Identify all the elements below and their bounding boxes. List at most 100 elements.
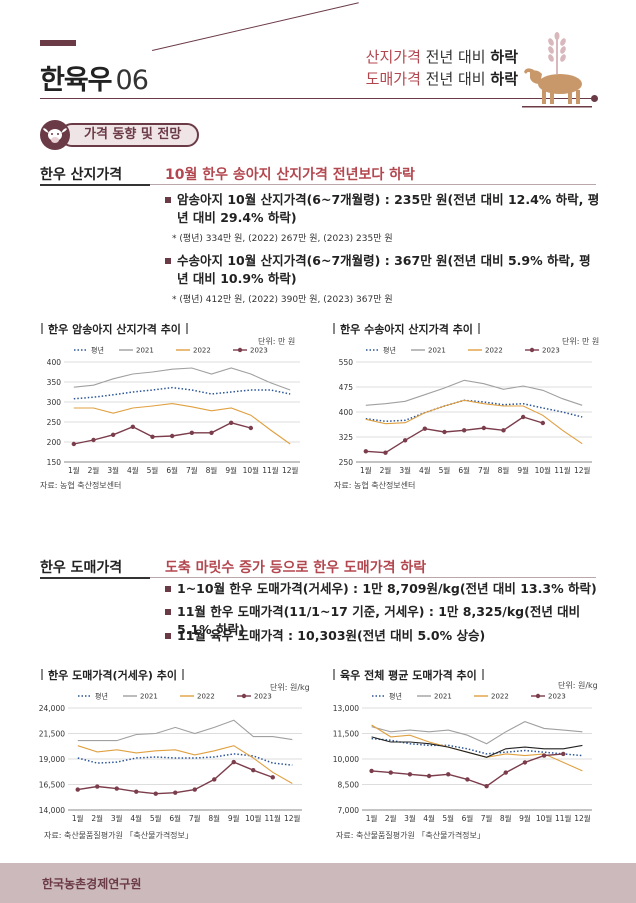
series-line <box>77 753 293 766</box>
chart-male-calf-price: 250 325 400 475 550 1월 2월 3월 4월 5월 6월 7월 8월 9월 10월 11월 1… <box>339 346 592 475</box>
section-title-underline-2 <box>40 577 150 579</box>
x-tick-label: 5월 <box>150 813 162 823</box>
data-point <box>270 775 275 780</box>
series-line <box>73 403 291 445</box>
data-point <box>153 791 158 796</box>
data-point <box>520 414 526 420</box>
legend-label: 평년 <box>95 692 108 701</box>
y-tick-label: 21,500 <box>39 730 65 739</box>
data-point <box>169 433 175 439</box>
data-point <box>130 424 136 429</box>
data-point <box>541 753 547 758</box>
chart-unit-female-calf: 단위: 만 원 <box>258 337 296 346</box>
legend-marker <box>535 693 541 699</box>
note-male-calf: * (평년) 412만 원, (2022) 390만 원, (2023) 367… <box>172 295 393 305</box>
data-point <box>422 426 428 431</box>
chart-source-beef-wholesale: 자료: 축산물품질평가원 「축산물가격정보」 <box>336 831 485 840</box>
bullet-wholesale-2: 11월 한우 도매가격(11/1~17 기준, 거세우) : 1만 8,325/… <box>165 603 600 639</box>
chart-unit-beef-wholesale: 단위: 원/kg <box>558 681 598 690</box>
x-tick-label: 10월 <box>535 465 552 475</box>
y-tick-label: 200 <box>47 438 62 447</box>
footer-org-name: 한국농촌경제연구원 <box>42 877 142 891</box>
x-tick-label: 4월 <box>130 813 142 823</box>
data-point <box>209 430 214 435</box>
x-tick-label: 11월 <box>265 813 282 823</box>
x-tick-label: 5월 <box>442 813 454 823</box>
footer-bar: 한국농촌경제연구원 <box>0 863 636 903</box>
data-point <box>173 790 178 795</box>
y-tick-label: 8,500 <box>338 781 360 790</box>
data-point <box>426 773 432 779</box>
data-point <box>251 768 256 773</box>
cow-head-icon <box>43 128 67 143</box>
series-line <box>371 721 583 745</box>
legend-label: 평년 <box>389 692 402 701</box>
x-tick-label: 3월 <box>107 465 119 475</box>
x-tick-label: 12월 <box>284 813 301 823</box>
bullet-wholesale-1: 1~10월 한우 도매가격(거세우) : 1만 8,709원/kg(전년 대비 … <box>165 580 600 598</box>
data-point <box>407 772 413 777</box>
chart-beef-wholesale-price: 7,000 8,500 10,000 11,500 13,000 1월 2월 3월 4월 5월 6월… <box>333 692 592 823</box>
x-tick-label: 11월 <box>555 813 572 823</box>
data-point <box>369 768 374 774</box>
x-tick-label: 3월 <box>111 813 123 823</box>
data-point <box>114 786 119 791</box>
y-tick-label: 7,000 <box>338 806 360 815</box>
y-tick-label: 350 <box>47 378 62 387</box>
series-line <box>77 745 293 784</box>
y-tick-label: 475 <box>339 383 354 392</box>
data-point <box>481 425 487 431</box>
x-tick-label: 5월 <box>439 465 451 475</box>
bullet-wholesale-3: 11월 육우 도매가격 : 10,303원(전년 대비 5.0% 상승) <box>165 627 600 645</box>
title-underline-dot <box>591 95 598 102</box>
y-tick-label: 11,500 <box>333 730 359 739</box>
cow-wheat-icon <box>522 32 592 108</box>
data-point <box>231 759 236 765</box>
x-tick-label: 7월 <box>481 813 493 823</box>
data-point <box>71 441 77 447</box>
y-tick-label: 16,500 <box>39 781 65 790</box>
x-tick-label: 3월 <box>399 465 411 475</box>
y-tick-label: 19,000 <box>39 755 65 764</box>
x-tick-label: 12월 <box>282 465 299 475</box>
data-point <box>212 777 217 782</box>
title-diagonal-line <box>152 2 359 51</box>
x-tick-label: 9월 <box>225 465 237 475</box>
chart-source-male-calf: 자료: 농협 축산정보센터 <box>334 481 416 490</box>
x-tick-label: 2월 <box>91 813 103 823</box>
y-tick-label: 10,000 <box>333 755 359 764</box>
data-point <box>248 425 254 431</box>
legend-marker <box>529 347 535 353</box>
data-point <box>388 770 393 775</box>
headline-wholesale: 도매가격 전년 대비 하락 <box>365 70 518 88</box>
y-tick-label: 24,000 <box>39 704 65 713</box>
x-tick-label: 6월 <box>458 465 470 475</box>
y-tick-label: 550 <box>339 358 354 367</box>
legend-label: 2022 <box>193 347 211 355</box>
title-underline <box>40 98 596 99</box>
series-line <box>365 379 583 406</box>
data-point <box>484 784 489 789</box>
data-point <box>442 429 447 435</box>
data-point <box>446 772 451 777</box>
legend-label: 평년 <box>383 346 396 355</box>
chart-title-hanwoo-wholesale: 한우 도매가격(거세우) 추이 <box>36 667 189 683</box>
legend-label: 2022 <box>491 693 509 701</box>
legend-entry: 2021 <box>417 693 452 701</box>
legend-label: 평년 <box>91 346 104 355</box>
y-tick-label: 13,000 <box>333 704 359 713</box>
data-point <box>150 434 155 439</box>
legend-entry: 2023 <box>237 693 272 701</box>
x-tick-label: 9월 <box>519 813 531 823</box>
x-tick-label: 6월 <box>462 813 474 823</box>
x-tick-label: 8월 <box>498 465 510 475</box>
data-point <box>75 787 80 792</box>
x-tick-label: 9월 <box>228 813 240 823</box>
legend-label: 2022 <box>197 693 215 701</box>
x-tick-label: 10월 <box>536 813 553 823</box>
data-point <box>95 784 100 789</box>
series-line <box>365 399 583 423</box>
y-tick-label: 14,000 <box>39 806 65 815</box>
series-line <box>371 736 583 758</box>
y-tick-label: 325 <box>339 433 354 442</box>
